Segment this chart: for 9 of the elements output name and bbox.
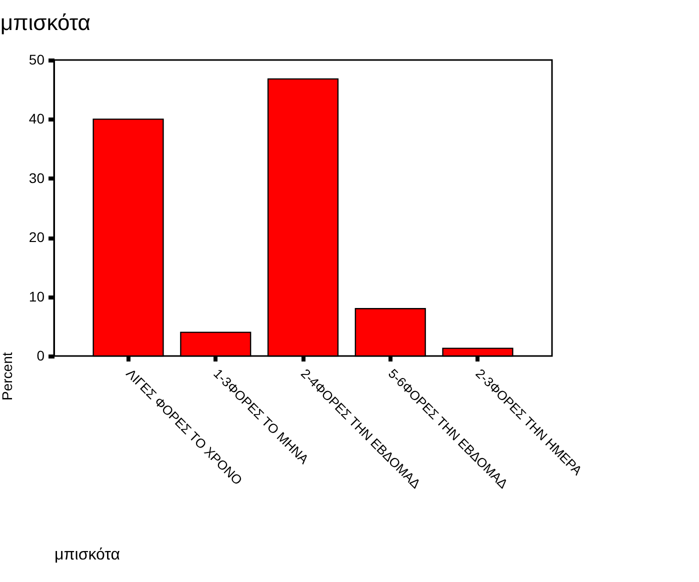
y-tick-label: 30 bbox=[28, 170, 45, 186]
x-axis-title: μπισκότα bbox=[54, 546, 120, 564]
y-tick-label: 20 bbox=[28, 229, 45, 246]
y-tick-label: 10 bbox=[28, 288, 45, 304]
y-tick-label: 40 bbox=[28, 110, 45, 127]
y-axis-title: Percent bbox=[0, 352, 15, 400]
chart-title: μπισκότα bbox=[0, 10, 91, 35]
y-tick-label: 0 bbox=[36, 348, 45, 364]
y-tick-label: 50 bbox=[28, 52, 45, 68]
